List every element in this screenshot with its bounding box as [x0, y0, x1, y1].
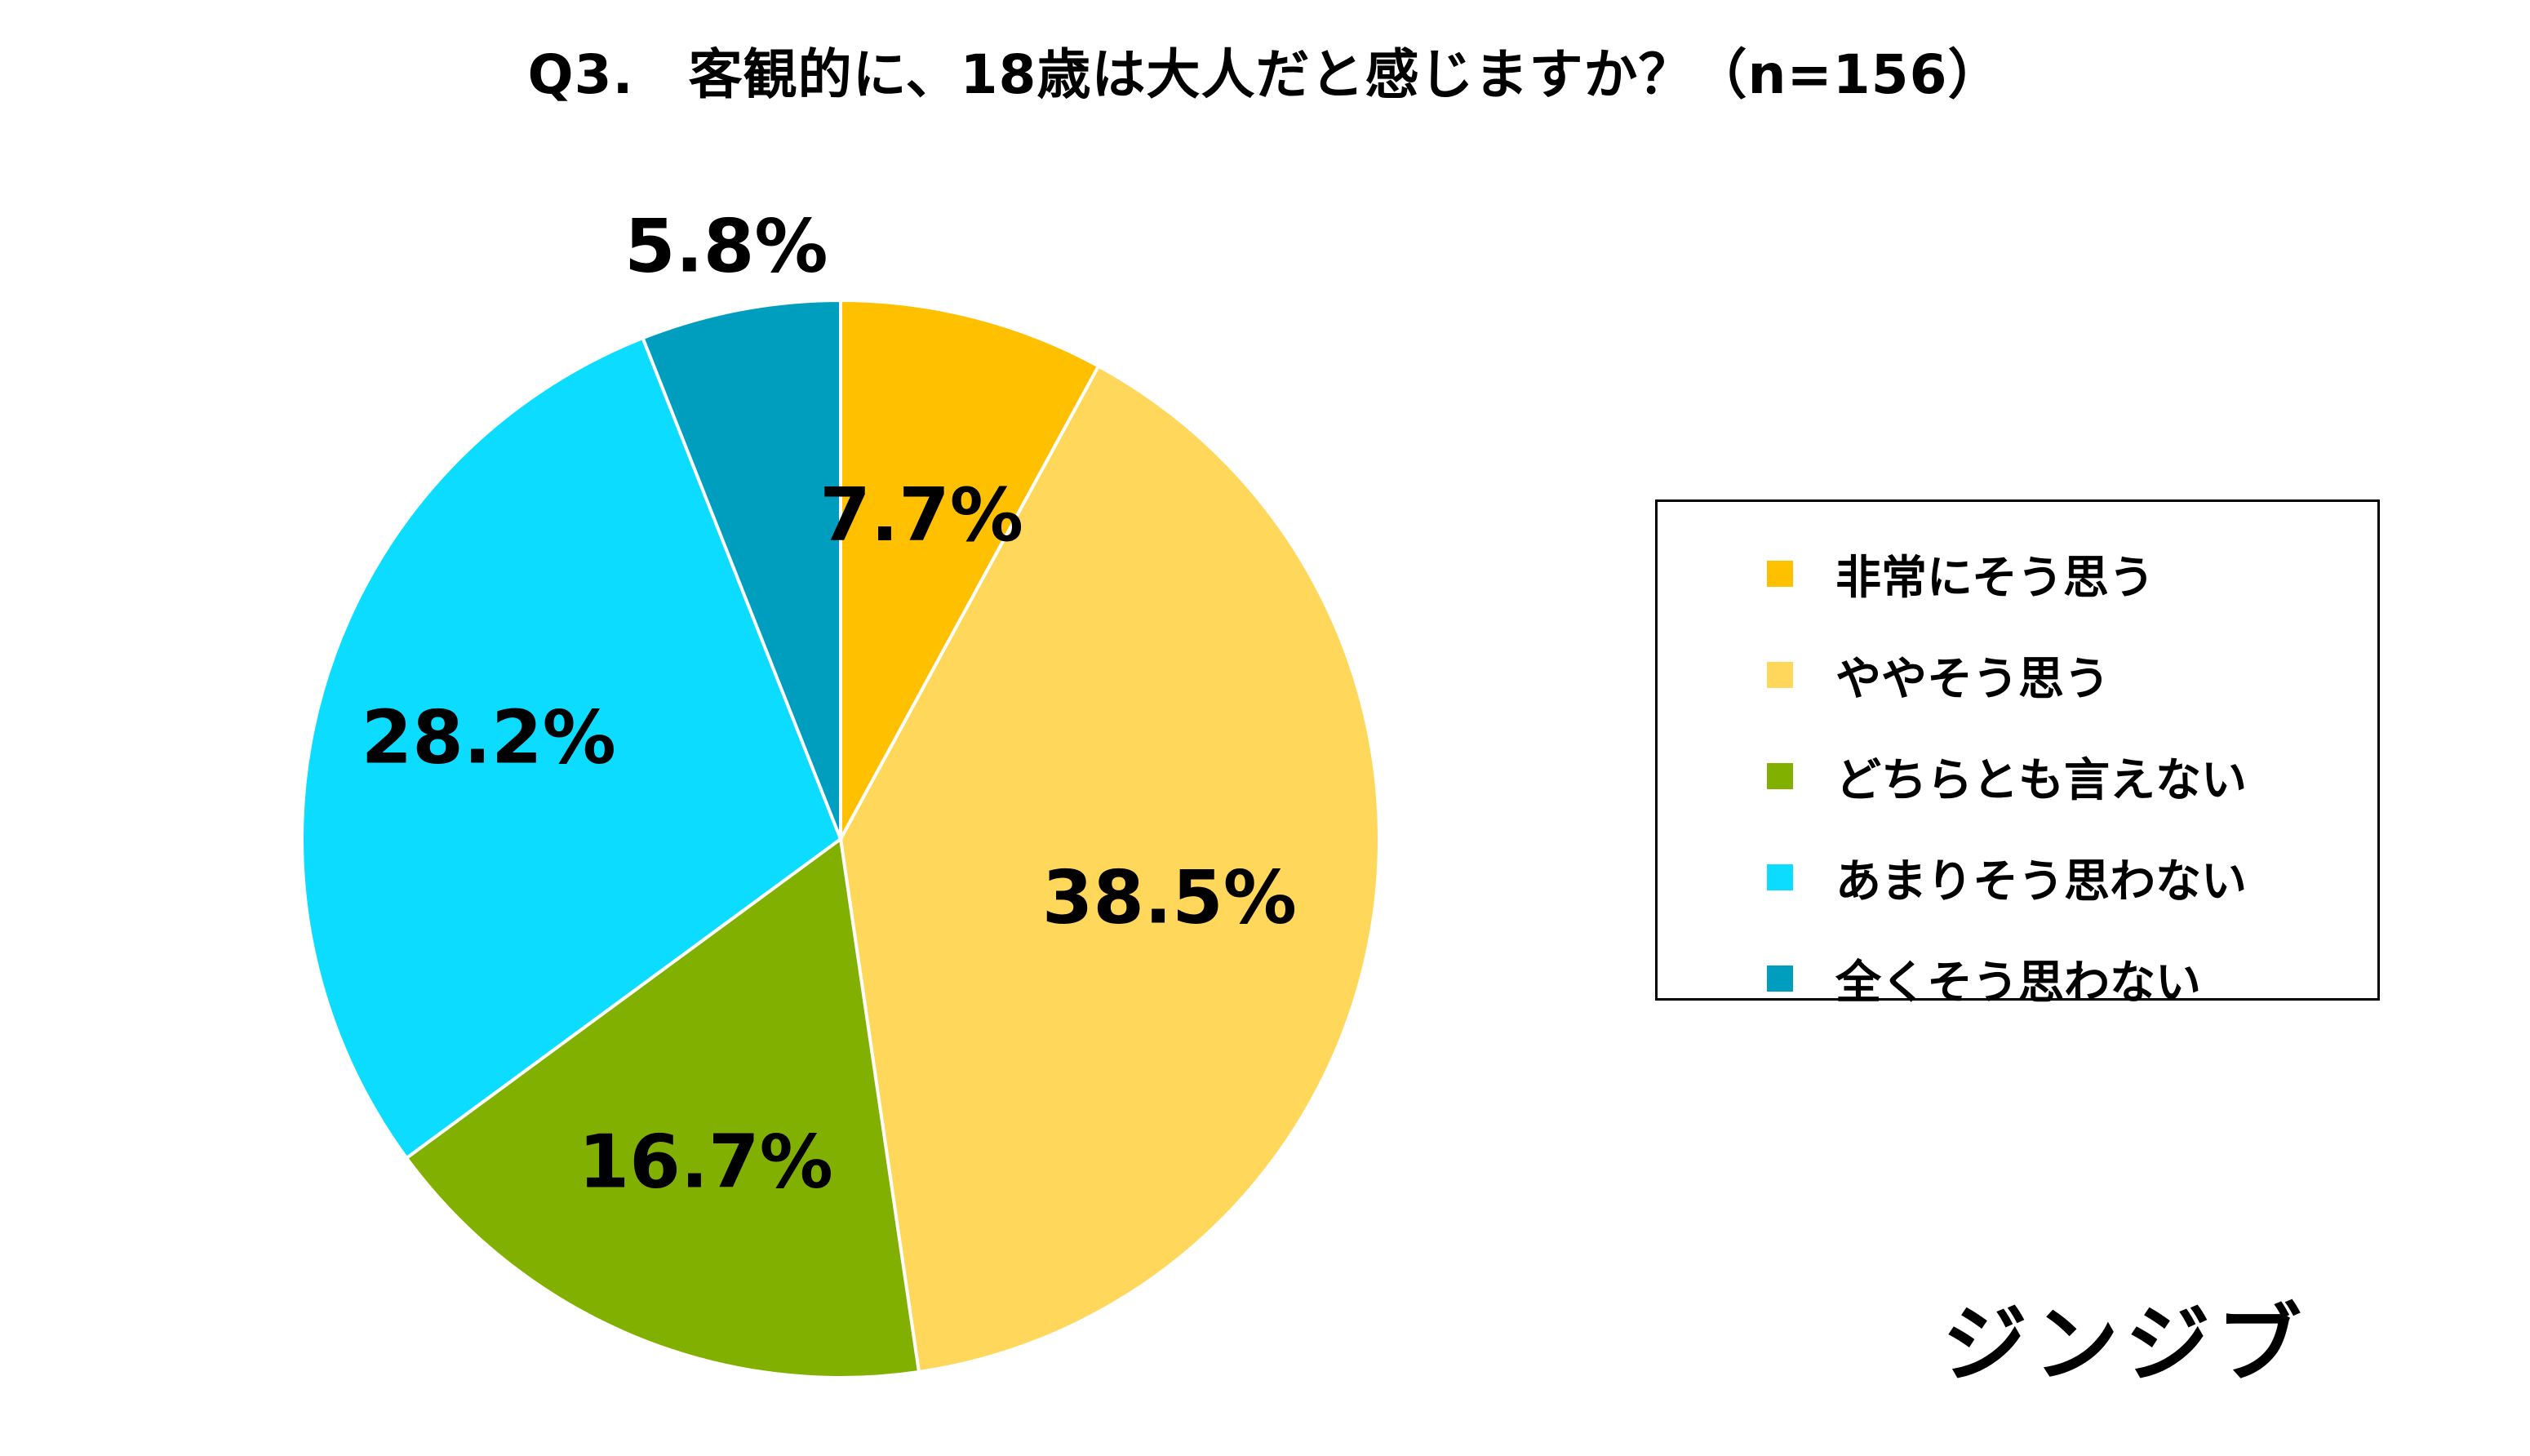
slice-data-label: 38.5% [1042, 855, 1297, 940]
pie-slice [300, 335, 843, 1161]
brand-logo: ジンジブ [1942, 1294, 2309, 1394]
pie-slice [838, 363, 1382, 1374]
slice-data-label: 5.8% [624, 203, 828, 289]
legend-swatch [1767, 561, 1793, 587]
pie-slices [300, 298, 1382, 1379]
legend-swatch [1767, 864, 1793, 890]
legend-label: ややそう思う [1835, 652, 2110, 706]
legend-label: あまりそう思わない [1835, 855, 2247, 908]
slice-data-label: 28.2% [362, 695, 616, 780]
legend-item-not-much: あまりそう思わない [1658, 827, 2377, 928]
legend-label: どちらとも言えない [1835, 753, 2247, 807]
legend-label: 全くそう思わない [1835, 956, 2201, 1010]
legend-item-somewhat: ややそう思う [1658, 624, 2377, 726]
legend-swatch [1767, 965, 1793, 992]
pie-slice [839, 298, 1101, 840]
legend-item-not-at-all: 全くそう思わない [1658, 928, 2377, 1029]
pie-slice [641, 298, 842, 840]
slice-data-label: 16.7% [579, 1119, 833, 1205]
legend-label: 非常にそう思う [1835, 551, 2155, 605]
legend-item-neutral: どちらとも言えない [1658, 726, 2377, 827]
slice-data-label: 7.7% [819, 473, 1023, 558]
legend-item-very-much: 非常にそう思う [1658, 523, 2377, 624]
legend-swatch [1767, 662, 1793, 688]
legend-swatch [1767, 763, 1793, 789]
chart-title: Q3. 客観的に、18歳は大人だと感じますか？（n=156） [527, 43, 2003, 106]
legend: 非常にそう思う ややそう思う どちらとも言えない あまりそう思わない 全くそう思… [1655, 499, 2380, 1010]
pie-slice [404, 836, 921, 1379]
pie-data-labels: 7.7% 38.5% 16.7% 28.2% 5.8% [362, 203, 1297, 1205]
